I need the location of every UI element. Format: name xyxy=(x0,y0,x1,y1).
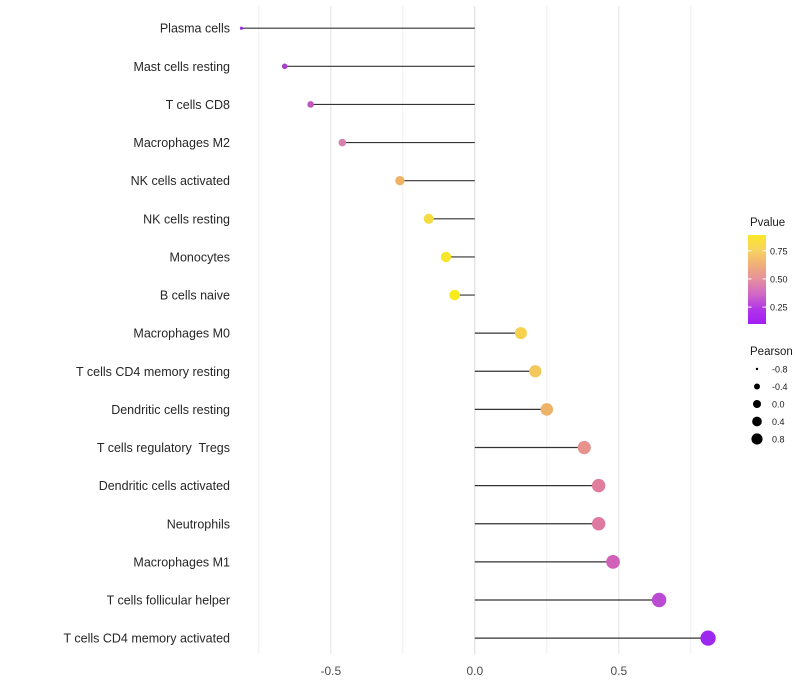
lollipop-row xyxy=(281,63,475,70)
y-tick-label: Macrophages M1 xyxy=(133,555,230,569)
colorbar-tick-label: 0.50 xyxy=(770,274,788,284)
legend: Pvalue 0.75 0.50 0.25 Pearson -0.8 -0.4 0.0 0… xyxy=(748,217,793,445)
lollipop-row xyxy=(474,555,620,569)
data-point xyxy=(281,63,288,70)
lollipop-row xyxy=(307,101,475,108)
size-legend-label: -0.8 xyxy=(772,365,788,375)
lollipop-row xyxy=(474,478,606,493)
size-legend-label: -0.4 xyxy=(772,382,788,392)
y-tick-label: T cells CD8 xyxy=(166,98,230,112)
data-point xyxy=(540,403,554,416)
x-tick-label: -0.5 xyxy=(320,664,341,678)
x-tick-label: 0.0 xyxy=(466,664,483,678)
colorbar-tick-label: 0.75 xyxy=(770,246,788,256)
y-tick-label: B cells naive xyxy=(160,289,230,303)
data-point xyxy=(395,176,405,186)
y-tick-label: Dendritic cells resting xyxy=(111,403,230,417)
lollipop-row xyxy=(474,592,667,608)
lollipop-row xyxy=(474,517,606,531)
data-point xyxy=(307,101,314,108)
gridlines xyxy=(258,6,692,654)
lollipop-row xyxy=(449,289,475,301)
y-axis-labels: Plasma cells Mast cells resting T cells CD… xyxy=(64,22,231,646)
x-tick-label: 0.5 xyxy=(610,664,627,678)
data-point xyxy=(239,26,244,30)
data-point xyxy=(700,630,716,646)
lollipop-row xyxy=(474,630,716,646)
size-legend-label: 0.8 xyxy=(772,435,785,445)
lollipop-row xyxy=(440,251,475,263)
data-point xyxy=(423,213,434,224)
size-legend-dot xyxy=(752,416,762,427)
size-legend: -0.8 -0.4 0.0 0.4 0.8 xyxy=(751,365,788,445)
y-tick-label: NK cells activated xyxy=(131,174,230,188)
y-tick-label: Macrophages M0 xyxy=(133,327,230,341)
lollipop-row xyxy=(239,26,475,30)
y-tick-label: Macrophages M2 xyxy=(133,136,230,150)
lollipop-row xyxy=(474,403,554,416)
size-legend-dot xyxy=(751,433,763,445)
lollipop-row xyxy=(474,440,591,455)
y-tick-label: Dendritic cells activated xyxy=(99,479,230,493)
size-legend-label: 0.4 xyxy=(772,417,785,427)
colorbar-ticks: 0.75 0.50 0.25 xyxy=(748,246,788,313)
data-point xyxy=(529,365,542,378)
lollipop-row xyxy=(338,138,475,147)
pvalue-colorbar xyxy=(748,235,766,324)
data-point xyxy=(514,327,527,340)
y-tick-label: Monocytes xyxy=(170,250,230,264)
data-point xyxy=(591,478,606,493)
y-tick-label: T cells CD4 memory activated xyxy=(64,632,231,646)
data-point xyxy=(591,517,606,531)
legend-pvalue-title: Pvalue xyxy=(750,217,785,229)
data-point xyxy=(440,251,452,263)
data-point xyxy=(449,289,460,301)
data-point xyxy=(577,440,591,455)
lollipop-row xyxy=(423,213,475,224)
size-legend-label: 0.0 xyxy=(772,400,785,410)
lollipop-row xyxy=(395,176,475,186)
data-point xyxy=(338,138,347,147)
y-tick-label: T cells CD4 memory resting xyxy=(76,365,230,379)
size-legend-dot xyxy=(755,367,759,371)
lollipops xyxy=(239,26,716,646)
y-tick-label: NK cells resting xyxy=(143,212,230,226)
lollipop-row xyxy=(474,365,542,378)
y-tick-label: Neutrophils xyxy=(167,517,230,531)
y-tick-label: T cells follicular helper xyxy=(107,594,230,608)
data-point xyxy=(606,555,620,569)
y-tick-label: Mast cells resting xyxy=(133,60,230,74)
x-axis-labels: -0.5 0.0 0.5 xyxy=(320,664,627,678)
size-legend-dot xyxy=(752,399,762,409)
data-point xyxy=(651,592,667,608)
colorbar-tick-label: 0.25 xyxy=(770,303,788,313)
y-tick-label: Plasma cells xyxy=(160,22,230,36)
lollipop-row xyxy=(474,327,527,340)
size-legend-dot xyxy=(754,383,760,390)
y-tick-label: T cells regulatory Tregs xyxy=(97,441,230,455)
legend-pearson-title: Pearson xyxy=(750,346,793,358)
